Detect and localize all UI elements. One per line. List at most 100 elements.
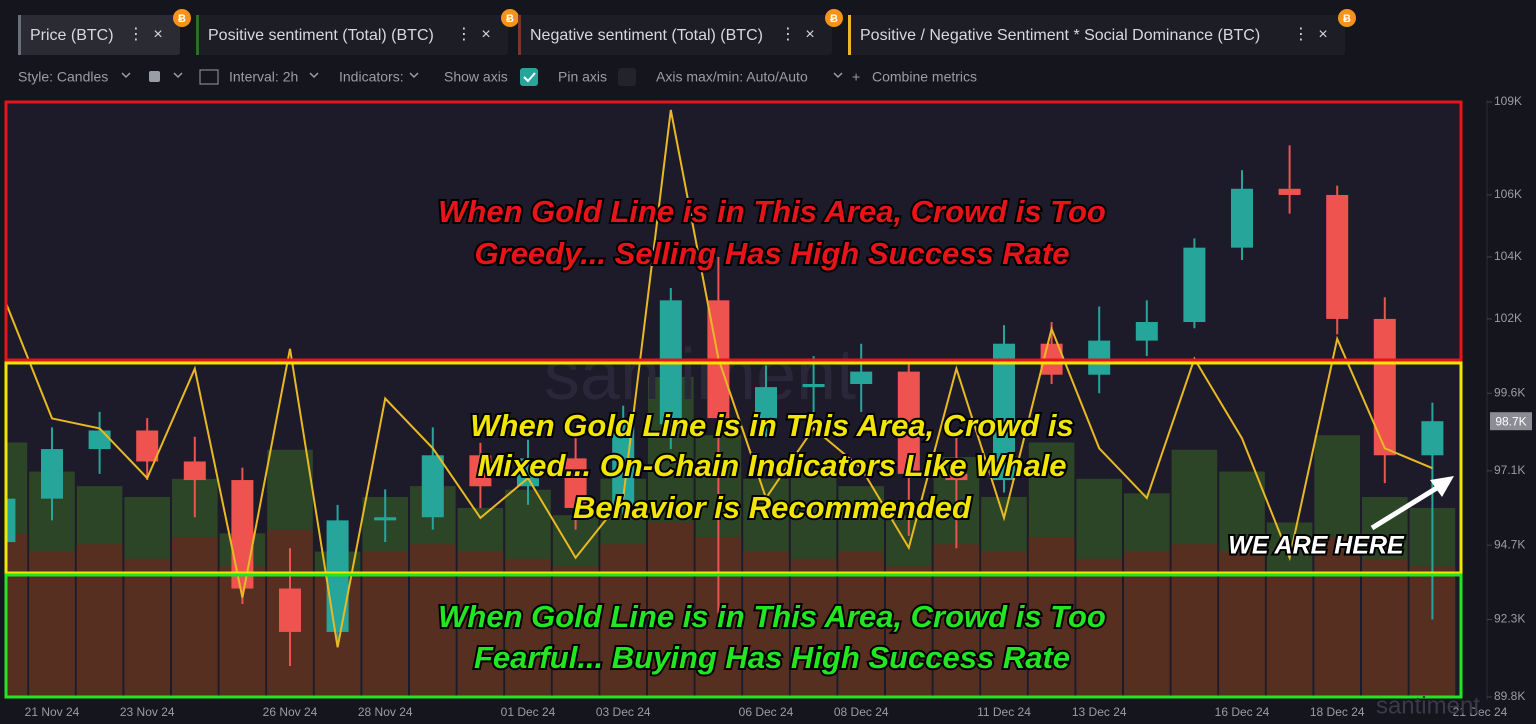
check-mark	[523, 72, 536, 83]
x-tick-label: 11 Dec 24	[977, 705, 1031, 719]
marker: WE ARE HERE	[1226, 476, 1454, 562]
y-tick-label: 106K	[1494, 187, 1522, 201]
sentiment-bars	[5, 377, 1456, 697]
x-tick-label: 21 Nov 24	[25, 705, 80, 719]
dropdown-caret	[173, 72, 183, 79]
metric-tab[interactable]: Price (BTC) ⋮ × Ƀ	[18, 9, 191, 55]
candles	[5, 145, 1444, 667]
negative-bar	[410, 544, 456, 697]
negative-bar	[1266, 573, 1313, 697]
tab-color	[848, 15, 851, 55]
toolbar-control[interactable]: Interval: 2h	[229, 69, 298, 85]
last-price-box	[1490, 412, 1532, 431]
annotation-text: When Gold Line is in This Area, Crowd is…	[438, 194, 1106, 229]
x-tick-label: 08 Dec 24	[834, 705, 889, 719]
marker-text: WE ARE HERE	[1228, 532, 1405, 560]
marker-arrowhead	[1430, 476, 1454, 497]
greedy-zone	[4, 100, 1463, 362]
candle-body	[993, 343, 1015, 481]
tab-label: Positive / Negative Sentiment * Social D…	[860, 27, 1260, 44]
y-tick-label: 99.6K	[1494, 385, 1525, 399]
annotation-text: Fearful... Buying Has High Success Rate	[474, 640, 1070, 675]
btc-glyph: Ƀ	[1343, 13, 1351, 25]
tab-bg	[18, 15, 180, 55]
candle-body	[1183, 247, 1206, 323]
candle-body	[1088, 340, 1111, 375]
tab-close: ×	[805, 26, 814, 43]
tab-label: Positive sentiment (Total) (BTC)	[208, 27, 434, 44]
show-axis-check[interactable]	[520, 68, 538, 86]
candle-body	[1278, 188, 1301, 195]
tab-bg	[196, 15, 508, 55]
negative-bar	[505, 558, 551, 697]
toolbar-control[interactable]: Axis max/min: Auto/Auto	[656, 69, 808, 85]
candle-body	[517, 458, 539, 487]
negative-bar	[600, 544, 646, 697]
toolbar-control[interactable]: Combine metrics	[872, 69, 977, 85]
toolbar-control[interactable]: Show axis	[444, 69, 508, 85]
x-tick-label: 18 Dec 24	[1310, 705, 1365, 719]
annotation-text: Greedy... Selling Has High Success Rate	[475, 236, 1070, 271]
negative-bar	[1171, 544, 1218, 697]
x-tick-label: 21 Dec 24	[1453, 705, 1508, 719]
annotation-text: Behavior is Recommended	[573, 490, 972, 525]
y-tick-label: 102K	[1494, 311, 1522, 325]
tab-close: ×	[153, 26, 162, 43]
candle-body	[421, 455, 444, 518]
tab-color	[196, 15, 199, 55]
toolbar-control[interactable]: Pin axis	[558, 69, 607, 85]
y-tick-label: 89.8K	[1494, 689, 1525, 703]
pin-axis-check[interactable]	[618, 68, 636, 86]
metric-tab[interactable]: Negative sentiment (Total) (BTC) ⋮ × Ƀ	[518, 9, 843, 55]
annotation-text: Mixed... On-Chain Indicators Like Whale	[477, 448, 1066, 483]
candle-body	[945, 473, 968, 481]
candle-body	[41, 449, 63, 499]
candle-body	[136, 430, 159, 462]
candle-body	[469, 455, 492, 487]
marker-arrow	[1370, 483, 1442, 531]
dropdown-caret	[309, 72, 319, 79]
axes: 89.8K 92.3K 94.7K 97.1K 99.6K 102K 104K 106K 109…	[25, 94, 1532, 719]
candle-body	[755, 387, 777, 419]
dropdown-caret	[833, 72, 843, 79]
fearful-zone	[4, 573, 1463, 699]
negative-bar	[1076, 558, 1122, 697]
negative-bar	[552, 566, 599, 697]
candle-body	[231, 480, 254, 589]
watermark: santiment	[544, 335, 856, 415]
candle-body	[183, 461, 206, 481]
x-tick-label: 03 Dec 24	[596, 705, 651, 719]
x-tick-label: 16 Dec 24	[1215, 705, 1270, 719]
tab-close: ×	[481, 26, 490, 43]
metric-tab[interactable]: Positive / Negative Sentiment * Social D…	[848, 9, 1356, 55]
dropdown-caret	[409, 72, 419, 79]
color-swatch[interactable]	[149, 71, 160, 82]
x-tick-label: 01 Dec 24	[501, 705, 556, 719]
candle-body	[564, 458, 587, 508]
toolbar: Price (BTC) ⋮ ×Ƀ Positive sentiment (Total)…	[18, 9, 1356, 86]
toolbar-control[interactable]: Style: Candles	[18, 69, 108, 85]
candle-body	[1421, 421, 1444, 456]
toolbar-control[interactable]: Indicators:	[339, 69, 404, 85]
candle-body	[850, 371, 873, 385]
x-tick-label: 13 Dec 24	[1072, 705, 1127, 719]
plus-icon: +	[852, 69, 860, 85]
negative-bar	[1314, 537, 1360, 697]
last-price-label: 98.7K	[1495, 414, 1526, 428]
tab-label: Price (BTC)	[30, 27, 114, 44]
btc-icon	[173, 9, 191, 27]
tab-bg	[518, 15, 832, 55]
tab-color	[518, 15, 521, 55]
interval-icon	[199, 69, 219, 85]
negative-bar	[886, 566, 932, 697]
negative-bar	[1028, 537, 1075, 697]
metric-tab[interactable]: Positive sentiment (Total) (BTC) ⋮ × Ƀ	[196, 9, 519, 55]
btc-glyph: Ƀ	[830, 13, 838, 25]
btc-glyph: Ƀ	[506, 13, 514, 25]
annotation-text: When Gold Line is in This Area, Crowd is	[470, 408, 1073, 443]
tab-close: ×	[1318, 26, 1327, 43]
negative-bar	[124, 558, 170, 697]
btc-icon	[501, 9, 519, 27]
y-tick-label: 92.3K	[1494, 612, 1525, 626]
